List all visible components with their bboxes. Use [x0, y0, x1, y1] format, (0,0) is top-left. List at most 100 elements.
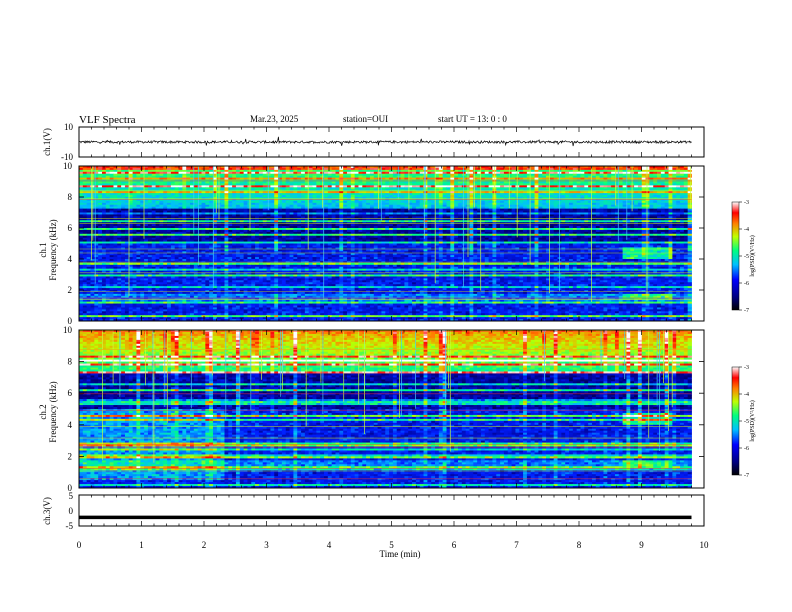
spectrogram-cell [220, 166, 225, 169]
spectrogram-cell [572, 166, 578, 169]
spectrogram-cell [435, 166, 440, 169]
spectrogram-cell [641, 169, 646, 173]
spectrogram-cell [457, 171, 463, 175]
spectrogram-cell [603, 167, 608, 171]
spectrogram-cell [331, 169, 336, 173]
spectrogram-cell [408, 171, 413, 175]
spectrogram-cell [488, 173, 493, 177]
spectrogram-cell [178, 167, 183, 171]
spectrogram-cell [170, 167, 176, 171]
spectrogram-cell [607, 171, 612, 175]
spectrogram-cell [565, 166, 570, 169]
spectrogram-cell [109, 171, 114, 175]
spectrogram-cell [626, 169, 631, 173]
spectrogram-cell [239, 169, 245, 173]
spectrogram-cell [155, 169, 160, 173]
spectrogram-cell [687, 171, 692, 175]
spectrogram-cell [500, 169, 505, 173]
spectrogram-cell [174, 166, 179, 169]
spectrogram-cell [680, 169, 685, 173]
spectrogram-cell [251, 171, 256, 175]
spectrogram-cell [327, 173, 333, 177]
spectrogram-cell [595, 173, 601, 177]
spectrogram-cell [209, 169, 214, 173]
spectrogram-cell [461, 166, 467, 169]
spectrogram-cell [212, 167, 218, 171]
spectrogram-cell [553, 173, 558, 177]
spectrogram-cell [404, 167, 409, 171]
spectrogram-cell [419, 167, 424, 171]
spectrogram-cell [653, 171, 658, 175]
spectrogram-cell [362, 171, 367, 175]
spectrogram-cell [235, 171, 241, 175]
spectrogram-cell [511, 173, 516, 177]
spectrogram-cell [496, 171, 501, 175]
spectrogram-cell [258, 173, 264, 177]
spectrogram-cell [626, 166, 631, 169]
spectrogram-cell [209, 166, 214, 169]
spectrogram-cell [488, 167, 493, 171]
spectrogram-cell [167, 173, 172, 177]
spectrogram-cell [297, 173, 302, 177]
spectrogram-cell [293, 171, 298, 175]
spectrogram-cell [113, 167, 118, 171]
spectrogram-cell [339, 169, 344, 173]
spectrogram-cell [82, 166, 88, 169]
spectrogram-cell [109, 173, 114, 177]
spectrogram-cell [339, 173, 344, 177]
spectrogram-cell [412, 173, 417, 177]
spectrogram-cell [224, 171, 229, 175]
spectrogram-cell [281, 171, 287, 175]
spectrogram-cell [147, 173, 153, 177]
spectrogram-cell [668, 169, 673, 173]
spectrogram-cell [526, 169, 532, 173]
spectrogram-cell [469, 166, 474, 169]
spectrogram-cell [542, 173, 547, 177]
spectrogram-cell [212, 173, 218, 177]
spectrogram-cell [358, 171, 363, 175]
spectrogram-cell [79, 166, 84, 169]
spectrogram-cell [565, 171, 570, 175]
spectrogram-cell [86, 173, 91, 177]
spectrogram-cell [530, 169, 535, 173]
spectrogram-cell [446, 173, 451, 177]
spectrogram-cell [121, 166, 126, 169]
spectrogram-cell [94, 171, 99, 175]
spectrogram-cell [641, 171, 646, 175]
spectrogram-cell [507, 173, 512, 177]
spectrogram-cell [350, 173, 356, 177]
spectrogram-cell [400, 171, 405, 175]
spectrogram-cell [484, 173, 490, 177]
spectrogram-cell [117, 167, 122, 171]
spectrogram-cell [144, 167, 149, 171]
spectrogram-cell [427, 169, 432, 173]
spectrogram-cell [350, 167, 356, 171]
spectrogram-cell [419, 173, 424, 177]
spectrogram-cell [572, 171, 578, 175]
spectrogram-cell [109, 166, 114, 169]
spectrogram-cell [113, 169, 118, 173]
spectrogram-cell [676, 166, 681, 169]
spectrogram-cell [358, 169, 363, 173]
spectrogram-cell [415, 166, 421, 169]
spectrogram-cell [113, 166, 118, 169]
spectrogram-cell [457, 173, 463, 177]
spectrogram-cell [232, 167, 237, 171]
spectrogram-cell [193, 171, 199, 175]
spectrogram-cell [381, 169, 386, 173]
spectrogram-cell [335, 173, 340, 177]
spectrogram-cell [461, 171, 467, 175]
spectrogram-cell [155, 166, 160, 169]
spectrogram-cell [641, 167, 646, 171]
spectrogram-cell [247, 169, 252, 173]
spectrogram-cell [98, 166, 103, 169]
spectrogram-cell [488, 166, 493, 169]
spectrogram-cell [442, 169, 447, 173]
spectrogram-cell [293, 169, 298, 173]
spectrogram-cell [549, 169, 555, 173]
spectrogram-cell [274, 169, 279, 173]
spectrogram-cell [668, 166, 673, 169]
spectrogram-cell [301, 166, 306, 169]
spectrogram-cell [546, 173, 551, 177]
spectrogram-cell [343, 173, 348, 177]
